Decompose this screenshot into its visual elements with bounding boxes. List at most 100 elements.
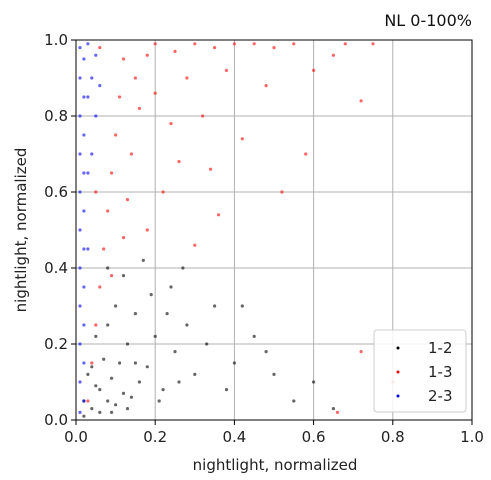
data-point xyxy=(205,342,209,346)
data-point xyxy=(82,95,86,99)
data-point xyxy=(102,357,106,361)
data-point xyxy=(86,372,90,376)
data-point xyxy=(145,53,149,57)
data-point xyxy=(78,304,82,308)
data-point xyxy=(90,76,94,80)
chart-title: NL 0-100% xyxy=(384,11,472,30)
data-point xyxy=(125,342,130,346)
data-point xyxy=(153,42,157,46)
data-point xyxy=(161,388,165,392)
y-tick-label: 0.6 xyxy=(44,183,68,201)
data-point xyxy=(193,372,197,376)
data-point xyxy=(335,410,339,414)
y-tick-label: 0.4 xyxy=(44,259,68,277)
data-point xyxy=(106,209,110,213)
x-tick-label: 0.4 xyxy=(222,428,246,446)
x-tick-label: 0.6 xyxy=(302,428,326,446)
data-point xyxy=(90,152,94,156)
data-point xyxy=(78,410,82,414)
data-point xyxy=(78,228,82,232)
data-point xyxy=(209,167,213,171)
data-point xyxy=(86,42,90,46)
data-point xyxy=(82,285,86,289)
data-point xyxy=(181,266,185,270)
y-axis-ticks: 0.0 0.2 0.4 0.6 0.8 1.0 xyxy=(44,31,76,429)
data-point xyxy=(98,285,102,289)
data-point xyxy=(213,304,217,308)
data-point xyxy=(82,414,86,418)
data-point xyxy=(86,247,90,251)
data-point xyxy=(133,361,137,365)
data-point xyxy=(331,53,335,57)
data-point xyxy=(213,46,217,50)
data-point xyxy=(141,258,145,262)
plot-area-frame xyxy=(75,39,473,421)
data-point xyxy=(185,323,189,327)
data-point xyxy=(78,380,82,384)
data-point xyxy=(224,388,229,392)
data-point xyxy=(169,285,173,289)
data-point xyxy=(90,361,94,365)
legend-marker-1-2 xyxy=(396,346,400,350)
data-point xyxy=(331,407,335,411)
x-tick-label: 0.0 xyxy=(64,428,88,446)
data-point xyxy=(98,388,102,392)
data-point xyxy=(185,76,189,80)
y-axis-label: nightlight, normalized xyxy=(12,148,30,313)
data-point xyxy=(217,213,221,217)
data-point xyxy=(252,42,256,46)
data-point xyxy=(232,42,236,46)
data-point xyxy=(82,399,86,403)
x-tick-label: 1.0 xyxy=(460,428,484,446)
data-point xyxy=(252,334,256,338)
data-point xyxy=(90,407,94,411)
data-point xyxy=(201,114,205,118)
data-point xyxy=(82,133,86,137)
data-point xyxy=(133,76,137,80)
data-point xyxy=(232,361,236,365)
data-point xyxy=(125,198,130,202)
series-1-3 xyxy=(86,42,395,414)
data-point xyxy=(78,114,82,118)
data-point xyxy=(78,342,82,346)
data-point xyxy=(94,323,98,327)
data-point xyxy=(121,274,126,278)
data-point xyxy=(240,137,244,141)
data-point xyxy=(161,190,165,194)
data-point xyxy=(129,152,133,156)
data-point xyxy=(343,42,347,46)
data-point xyxy=(173,49,177,54)
data-point xyxy=(272,46,276,50)
data-point xyxy=(118,95,122,99)
data-point xyxy=(94,114,98,118)
data-point xyxy=(86,399,90,403)
data-point xyxy=(106,399,110,403)
data-point xyxy=(78,190,82,194)
data-point xyxy=(312,380,316,384)
y-tick-label: 1.0 xyxy=(44,31,68,49)
legend-label-1-2: 1-2 xyxy=(428,339,453,357)
legend-marker-2-3 xyxy=(396,394,400,398)
data-point xyxy=(312,68,316,72)
data-point xyxy=(98,84,102,88)
data-point xyxy=(264,350,268,354)
series-1-2 xyxy=(82,258,335,418)
data-point xyxy=(82,247,86,251)
data-point xyxy=(82,171,86,175)
data-point xyxy=(110,274,114,278)
legend-label-1-3: 1-3 xyxy=(428,363,453,381)
legend-label-2-3: 2-3 xyxy=(428,387,453,405)
data-point xyxy=(106,266,110,270)
data-point xyxy=(121,391,126,395)
data-point xyxy=(240,304,244,308)
data-point xyxy=(153,334,157,338)
data-point xyxy=(82,361,86,365)
data-point xyxy=(78,152,82,156)
data-point xyxy=(78,46,82,50)
data-point xyxy=(121,236,126,240)
data-point xyxy=(145,228,149,232)
data-point xyxy=(169,122,173,126)
data-point xyxy=(110,171,114,175)
data-point xyxy=(98,46,102,50)
